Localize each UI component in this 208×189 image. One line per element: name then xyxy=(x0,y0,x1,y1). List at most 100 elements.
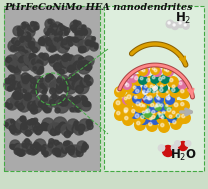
Circle shape xyxy=(54,37,58,41)
Circle shape xyxy=(42,53,49,60)
Circle shape xyxy=(122,114,134,126)
Circle shape xyxy=(48,29,51,33)
Circle shape xyxy=(79,130,83,134)
Circle shape xyxy=(62,55,69,62)
Circle shape xyxy=(23,124,28,129)
Circle shape xyxy=(165,90,171,96)
Circle shape xyxy=(69,37,74,42)
Circle shape xyxy=(79,40,83,43)
Circle shape xyxy=(73,63,79,69)
Circle shape xyxy=(159,77,162,81)
Circle shape xyxy=(72,55,84,67)
Circle shape xyxy=(31,90,37,97)
Circle shape xyxy=(54,149,61,155)
Circle shape xyxy=(60,122,66,128)
Circle shape xyxy=(32,101,38,106)
Circle shape xyxy=(84,78,88,82)
Circle shape xyxy=(63,79,69,85)
Circle shape xyxy=(39,69,44,74)
Circle shape xyxy=(153,91,155,93)
Circle shape xyxy=(10,144,14,149)
Circle shape xyxy=(63,141,73,151)
Circle shape xyxy=(8,75,15,81)
Circle shape xyxy=(16,128,20,133)
Circle shape xyxy=(84,81,90,87)
Circle shape xyxy=(152,67,162,77)
Circle shape xyxy=(183,23,189,29)
Circle shape xyxy=(5,119,15,129)
Circle shape xyxy=(75,100,81,106)
Circle shape xyxy=(69,97,76,104)
Circle shape xyxy=(19,57,24,63)
Circle shape xyxy=(21,22,29,30)
Circle shape xyxy=(22,26,25,29)
Circle shape xyxy=(185,141,191,146)
Circle shape xyxy=(75,30,85,40)
Circle shape xyxy=(143,90,145,92)
Circle shape xyxy=(63,62,69,68)
Circle shape xyxy=(60,99,65,105)
Circle shape xyxy=(42,102,52,112)
Circle shape xyxy=(133,87,145,99)
Circle shape xyxy=(142,83,152,93)
Circle shape xyxy=(15,37,25,47)
Circle shape xyxy=(72,126,78,132)
Circle shape xyxy=(85,40,91,46)
Circle shape xyxy=(78,30,84,36)
Bar xyxy=(104,6,204,171)
Circle shape xyxy=(82,25,86,29)
Circle shape xyxy=(167,97,170,100)
Circle shape xyxy=(54,54,59,59)
Bar xyxy=(4,6,100,171)
Circle shape xyxy=(52,94,57,99)
Circle shape xyxy=(25,36,31,41)
Circle shape xyxy=(55,145,67,157)
Circle shape xyxy=(5,78,11,84)
Circle shape xyxy=(68,40,74,46)
Circle shape xyxy=(22,22,26,26)
Circle shape xyxy=(153,100,167,114)
Circle shape xyxy=(138,75,148,85)
Circle shape xyxy=(37,60,41,64)
Circle shape xyxy=(69,100,81,112)
Circle shape xyxy=(144,85,147,88)
Circle shape xyxy=(173,120,176,124)
Circle shape xyxy=(28,101,35,108)
Circle shape xyxy=(114,86,126,98)
Circle shape xyxy=(86,75,90,79)
Circle shape xyxy=(38,39,43,44)
Circle shape xyxy=(13,122,19,129)
Circle shape xyxy=(74,122,81,129)
Circle shape xyxy=(12,62,19,70)
Circle shape xyxy=(122,80,132,90)
Circle shape xyxy=(68,147,72,151)
Circle shape xyxy=(29,41,35,47)
Circle shape xyxy=(75,31,79,36)
Circle shape xyxy=(85,36,95,46)
Circle shape xyxy=(18,31,21,35)
Circle shape xyxy=(57,97,62,102)
Circle shape xyxy=(55,130,60,135)
Circle shape xyxy=(11,99,17,105)
Circle shape xyxy=(75,62,80,67)
Circle shape xyxy=(143,98,145,100)
Circle shape xyxy=(175,141,180,146)
Circle shape xyxy=(153,86,155,88)
Circle shape xyxy=(148,101,160,113)
Circle shape xyxy=(20,38,24,42)
Circle shape xyxy=(54,99,61,106)
Circle shape xyxy=(42,126,47,131)
Circle shape xyxy=(142,111,145,114)
Circle shape xyxy=(63,99,69,105)
Circle shape xyxy=(148,88,151,92)
Circle shape xyxy=(74,125,84,135)
Circle shape xyxy=(53,36,63,46)
Circle shape xyxy=(26,43,31,48)
Circle shape xyxy=(127,95,131,99)
Circle shape xyxy=(23,88,28,93)
Circle shape xyxy=(14,93,21,100)
Circle shape xyxy=(56,86,63,93)
Circle shape xyxy=(46,32,49,35)
Circle shape xyxy=(64,53,70,59)
Circle shape xyxy=(15,41,20,46)
